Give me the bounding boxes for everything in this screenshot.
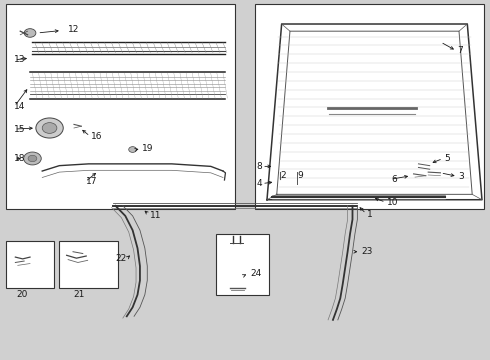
Text: 19: 19 <box>143 144 154 153</box>
Text: 18: 18 <box>14 154 26 163</box>
Text: 2: 2 <box>281 171 286 180</box>
Text: 24: 24 <box>250 269 261 278</box>
Text: 3: 3 <box>459 172 464 181</box>
Text: 4: 4 <box>256 179 262 188</box>
Text: 14: 14 <box>14 102 26 111</box>
FancyBboxPatch shape <box>5 241 54 288</box>
Text: 20: 20 <box>17 290 28 299</box>
Text: 8: 8 <box>256 162 262 171</box>
Circle shape <box>42 123 57 134</box>
Text: 6: 6 <box>392 175 397 184</box>
Text: 11: 11 <box>150 211 161 220</box>
Text: 21: 21 <box>73 290 84 299</box>
Text: 5: 5 <box>444 154 450 163</box>
Circle shape <box>36 118 63 138</box>
FancyBboxPatch shape <box>59 241 118 288</box>
Circle shape <box>24 29 36 37</box>
FancyBboxPatch shape <box>5 4 235 209</box>
Text: 12: 12 <box>68 25 79 34</box>
Text: 10: 10 <box>387 198 398 207</box>
Circle shape <box>28 155 37 162</box>
Text: 23: 23 <box>361 247 373 256</box>
Text: 1: 1 <box>367 210 373 219</box>
Text: 22: 22 <box>116 255 127 264</box>
FancyBboxPatch shape <box>216 234 270 295</box>
Text: 9: 9 <box>297 171 303 180</box>
FancyBboxPatch shape <box>255 4 485 209</box>
Circle shape <box>24 152 41 165</box>
Text: 16: 16 <box>91 132 102 141</box>
Circle shape <box>129 147 137 152</box>
Text: 13: 13 <box>14 55 26 64</box>
Text: 17: 17 <box>86 177 98 186</box>
Text: 15: 15 <box>14 125 26 134</box>
Text: 7: 7 <box>458 46 464 55</box>
